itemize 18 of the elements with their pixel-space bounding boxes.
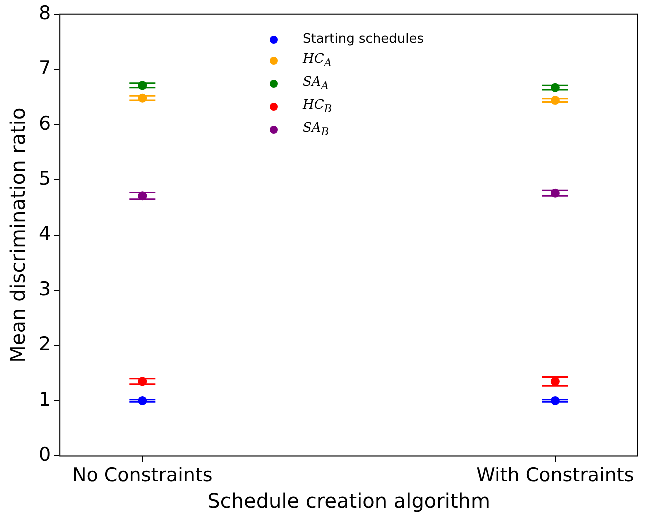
x-tick-label: With Constraints — [476, 464, 634, 487]
y-tick-label: 0 — [38, 444, 52, 466]
y-tick-label: 4 — [38, 223, 52, 246]
y-tick-label: 1 — [38, 388, 52, 411]
y-tick-label: 5 — [38, 168, 52, 190]
legend-label: SA$_{A}$ — [303, 74, 330, 94]
legend-label: SA$_{B}$ — [303, 120, 330, 140]
y-tick-label: 6 — [38, 112, 52, 135]
legend-label: HC$_{B}$ — [303, 96, 332, 118]
y-tick-label: 7 — [38, 58, 52, 80]
legend-label: HC$_{A}$ — [303, 50, 332, 72]
y-tick-label: 3 — [38, 278, 52, 300]
y-tick-label: 8 — [38, 2, 52, 24]
legend-label: Starting schedules — [303, 31, 424, 49]
x-tick-label: No Constraints — [72, 464, 213, 487]
x-axis-title: Schedule creation algorithm — [208, 489, 490, 514]
y-tick-label: 2 — [38, 334, 52, 356]
y-axis-title: Mean discrimination ratio — [6, 108, 30, 363]
